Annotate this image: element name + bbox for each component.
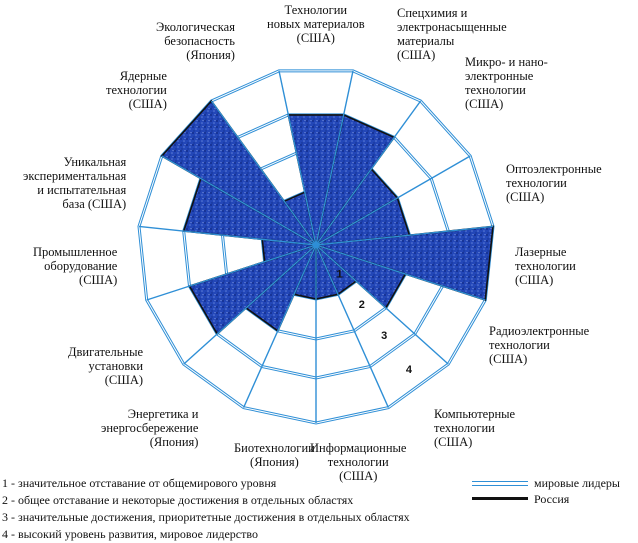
- axis-label-9: Энергетика и энергосбережение (Япония): [101, 407, 198, 449]
- axis-label-line: технологии: [106, 83, 167, 97]
- axis-label-line: база (США): [62, 197, 127, 211]
- axis-label-line: безопасность: [164, 34, 235, 48]
- axis-label-line: Спецхимия и: [397, 6, 468, 20]
- axis-label-line: Ядерные: [119, 69, 167, 83]
- spoke-10: [183, 244, 317, 365]
- axis-label-7: Информационные технологии (США): [310, 441, 406, 483]
- axis-label-line: Уникальная: [63, 155, 127, 169]
- axis-label-line: Радиоэлектронные: [489, 324, 590, 338]
- axis-label-line: Лазерные: [515, 245, 567, 259]
- axis-label-line: Компьютерные: [434, 407, 516, 421]
- axis-label-4: Лазерные технологии (США): [515, 245, 576, 287]
- spoke-9: [242, 244, 317, 408]
- axis-label-line: (США): [296, 31, 335, 45]
- axis-label-line: новых материалов: [267, 17, 365, 31]
- spoke-3: [315, 155, 471, 246]
- spoke-5: [315, 244, 486, 301]
- ring-number-3: 3: [381, 330, 387, 342]
- axis-label-6: Компьютерные технологии (США): [434, 407, 515, 449]
- axis-label-line: (Япония): [149, 435, 199, 449]
- axis-label-line: технологии: [465, 83, 526, 97]
- axis-label-3: Оптоэлектронные технологии (США): [506, 162, 602, 204]
- axis-label-line: технологии: [489, 338, 550, 352]
- world-leaders-swatch: [472, 481, 528, 486]
- axis-label-line: (США): [128, 97, 167, 111]
- russia-swatch: [472, 497, 528, 500]
- axis-label-line: экспериментальная: [23, 169, 127, 183]
- axis-label-line: (США): [465, 97, 504, 111]
- spoke-11: [146, 244, 317, 301]
- axis-label-2: Микро- и нано-электронные технологии (США): [465, 55, 548, 111]
- axis-label-line: технологии: [506, 176, 567, 190]
- spoke-14: [210, 100, 317, 246]
- axis-label-line: Оптоэлектронные: [506, 162, 602, 176]
- axis-label-line: (США): [397, 48, 436, 62]
- axis-label-1: Спецхимия и электронасыщенные материалы (СШ…: [397, 6, 507, 62]
- axis-label-line: (Япония): [186, 48, 235, 62]
- axis-label-line: (США): [79, 273, 118, 287]
- russia-label: Россия: [534, 492, 570, 506]
- axis-label-line: (США): [515, 273, 554, 287]
- axis-label-10: Двигательные установки (США): [68, 345, 143, 387]
- spoke-2: [315, 100, 422, 246]
- axis-label-line: (Япония): [250, 455, 299, 469]
- axis-label-14: Экологическая безопасность (Япония): [156, 20, 235, 62]
- axis-label-line: Двигательные: [68, 345, 144, 359]
- axis-label-12: Уникальная экспериментальная и испытательн…: [23, 155, 126, 211]
- axis-label-line: технологии: [327, 455, 389, 469]
- axis-label-line: Экологическая: [156, 20, 235, 34]
- ring-number-1: 1: [336, 268, 342, 280]
- axis-label-8: Биотехнологии (Япония): [234, 441, 315, 469]
- axis-label-line: (США): [434, 435, 473, 449]
- axis-label-line: Технологии: [284, 3, 348, 17]
- legend-level-1: 1 - значительное отставание от общемиров…: [2, 476, 277, 490]
- spoke-1: [315, 70, 354, 246]
- axis-label-line: Микро- и нано-: [465, 55, 548, 69]
- axis-label-line: оборудование: [44, 259, 118, 273]
- spoke-15: [278, 70, 317, 246]
- axis-label-line: технологии: [434, 421, 495, 435]
- axis-label-line: установки: [88, 359, 144, 373]
- axis-label-line: Информационные: [310, 441, 407, 455]
- axis-label-line: (США): [104, 373, 144, 387]
- axis-label-line: (США): [489, 352, 528, 366]
- axis-label-line: (США): [339, 469, 378, 483]
- spoke-7: [315, 244, 390, 408]
- axis-label-line: технологии: [515, 259, 576, 273]
- axis-label-15: Технологии новых материалов (США): [267, 3, 365, 45]
- axis-label-5: Радиоэлектронные технологии (США): [489, 324, 589, 366]
- axis-label-line: материалы: [397, 34, 455, 48]
- axis-label-line: и испытательная: [37, 183, 127, 197]
- axis-label-line: электронасыщенные: [397, 20, 507, 34]
- axis-label-line: Биотехнологии: [234, 441, 315, 455]
- axis-label-11: Промышленное оборудование (США): [33, 245, 117, 287]
- legend-level-2: 2 - общее отставание и некоторые достиже…: [2, 493, 354, 507]
- legend-level-4: 4 - высокий уровень развития, мировое ли…: [2, 527, 258, 541]
- axis-label-line: электронные: [465, 69, 534, 83]
- axis-label-line: Промышленное: [33, 245, 118, 259]
- axis-label-line: Энергетика и: [127, 407, 199, 421]
- axis-label-line: (США): [506, 190, 545, 204]
- ring-number-4: 4: [406, 364, 413, 376]
- legend-level-3: 3 - значительные достижения, приоритетны…: [2, 510, 410, 524]
- spoke-12: [138, 225, 317, 246]
- world-leaders-label: мировые лидеры: [534, 476, 620, 490]
- spoke-13: [161, 155, 317, 246]
- spoke-6: [315, 244, 449, 365]
- ring-number-2: 2: [359, 299, 365, 311]
- axis-label-13: Ядерные технологии (США): [106, 69, 167, 111]
- spoke-4: [315, 225, 494, 246]
- axis-label-line: энергосбережение: [101, 421, 199, 435]
